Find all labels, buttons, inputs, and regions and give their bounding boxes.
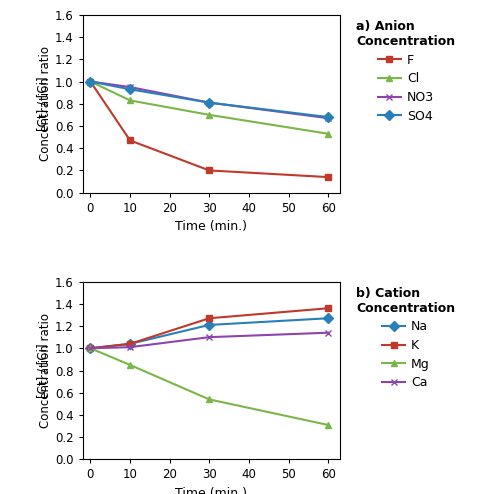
Cl [325, 131, 331, 137]
SO4 [206, 100, 212, 106]
Line: K: K [87, 305, 332, 352]
Mg [325, 422, 331, 428]
SO4 [127, 86, 133, 92]
Line: Ca: Ca [87, 329, 332, 352]
Mg [88, 345, 94, 351]
K [206, 315, 212, 321]
K [88, 345, 94, 351]
Na [127, 341, 133, 347]
Text: [Ct] / [Ci]: [Ct] / [Ci] [36, 343, 49, 398]
X-axis label: Time (min.): Time (min.) [176, 220, 247, 233]
Line: Na: Na [87, 315, 332, 352]
Line: Cl: Cl [87, 78, 332, 137]
Cl [127, 97, 133, 103]
Line: Mg: Mg [87, 345, 332, 428]
Legend: Na, K, Mg, Ca: Na, K, Mg, Ca [354, 284, 458, 392]
Line: SO4: SO4 [87, 78, 332, 121]
Text: [Ct] / [Ci]: [Ct] / [Ci] [36, 77, 49, 131]
Ca [206, 334, 212, 340]
K [325, 305, 331, 311]
Cl [206, 112, 212, 118]
F [88, 79, 94, 84]
F [206, 167, 212, 173]
NO3 [325, 115, 331, 121]
X-axis label: Time (min.): Time (min.) [176, 487, 247, 494]
Mg [206, 397, 212, 403]
F [325, 174, 331, 180]
NO3 [127, 84, 133, 90]
SO4 [325, 114, 331, 120]
Ca [127, 344, 133, 350]
Legend: F, Cl, NO3, SO4: F, Cl, NO3, SO4 [354, 17, 458, 125]
Na [206, 322, 212, 328]
Cl [88, 79, 94, 84]
Line: NO3: NO3 [87, 78, 332, 122]
Y-axis label: Concentration ratio: Concentration ratio [39, 46, 52, 161]
K [127, 341, 133, 347]
Ca [325, 330, 331, 336]
Mg [127, 362, 133, 368]
Na [88, 345, 94, 351]
Na [325, 315, 331, 321]
NO3 [206, 100, 212, 106]
F [127, 137, 133, 143]
SO4 [88, 79, 94, 84]
Ca [88, 345, 94, 351]
Y-axis label: Concentration ratio: Concentration ratio [39, 313, 52, 428]
Line: F: F [87, 78, 332, 181]
NO3 [88, 79, 94, 84]
